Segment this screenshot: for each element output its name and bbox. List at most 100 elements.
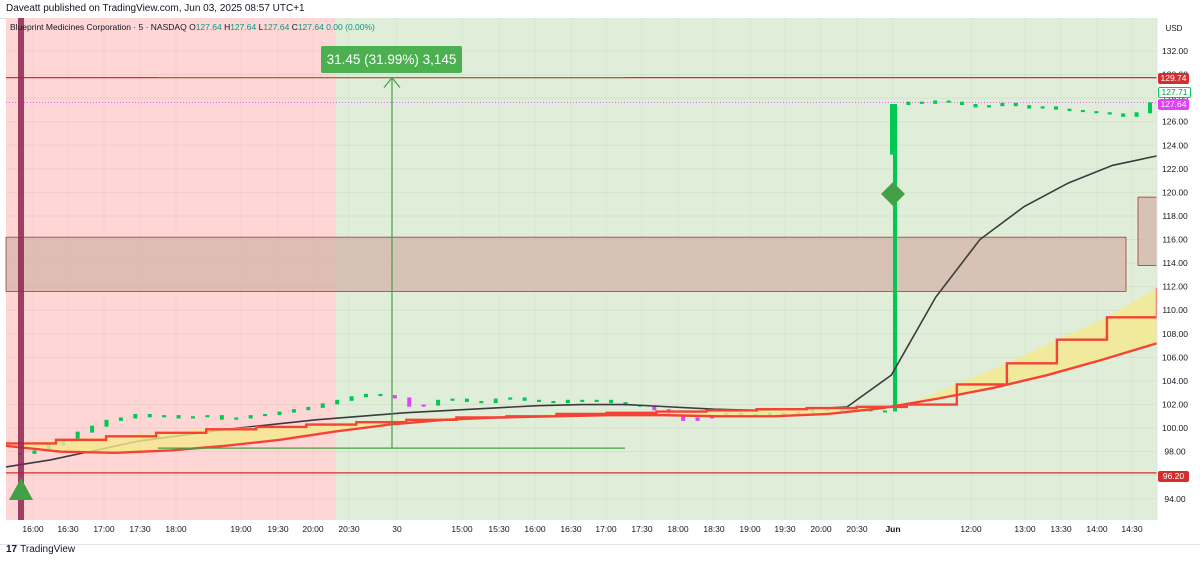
legend-high-key: H	[224, 22, 231, 32]
price-bar	[219, 415, 224, 420]
price-bar	[162, 415, 167, 418]
x-tick-label: 20:00	[302, 524, 324, 534]
price-bar	[248, 415, 253, 419]
footer-brand[interactable]: 17 TradingView	[6, 544, 75, 555]
y-tick-label: 124.00	[1162, 140, 1188, 150]
x-tick-label: 30	[392, 524, 402, 534]
y-tick-label: 98.00	[1164, 447, 1186, 457]
price-bar	[960, 101, 965, 106]
x-tick-label: 17:30	[129, 524, 151, 534]
price-bar	[919, 101, 924, 104]
y-tick-label: 104.00	[1162, 376, 1188, 386]
publisher-header: Daveatt published on TradingView.com, Ju…	[6, 3, 305, 14]
price-bar	[291, 409, 296, 413]
x-tick-label: 19:00	[230, 524, 252, 534]
x-tick-label: 18:30	[703, 524, 725, 534]
entry-signal-bar	[18, 18, 24, 520]
measure-badge[interactable]: 31.45 (31.99%) 3,145	[321, 46, 462, 73]
x-tick-label: 18:00	[165, 524, 187, 534]
price-bar	[946, 100, 951, 103]
price-bar	[191, 416, 195, 419]
footer-brand-name: TradingView	[20, 544, 76, 555]
price-bar	[1013, 102, 1018, 107]
x-tick-label: 17:00	[93, 524, 115, 534]
price-bar	[133, 413, 138, 419]
legend-high: 127.64	[230, 22, 257, 32]
price-bar	[464, 398, 469, 402]
price-bar	[695, 417, 700, 421]
price-bar	[75, 431, 80, 440]
y-tick-label: 128.00	[1162, 93, 1188, 103]
price-label-last-purple: 127.64	[1158, 99, 1189, 110]
price-bar	[1054, 106, 1059, 110]
x-tick-label: 20:30	[846, 524, 868, 534]
x-tick-label: 20:00	[810, 524, 832, 534]
price-bar	[1134, 112, 1139, 117]
y-tick-label: 112.00	[1162, 282, 1188, 292]
price-bar	[320, 403, 325, 408]
price-bar	[176, 415, 181, 419]
price-bar	[364, 393, 368, 398]
price-bar	[493, 398, 498, 404]
x-tick-label: 13:00	[1014, 524, 1036, 534]
price-bar	[349, 396, 354, 401]
price-bar	[681, 413, 686, 421]
legend-low: 127.64	[263, 22, 290, 32]
legend-change: 0.00 (0.00%)	[326, 22, 375, 32]
x-tick-label: 14:30	[1121, 524, 1143, 534]
x-tick-label: 17:30	[631, 524, 653, 534]
price-bar	[1107, 112, 1112, 115]
gap-candle	[890, 104, 895, 155]
price-label-upper: 129.74	[1158, 73, 1189, 84]
price-label-lower: 96.20	[1158, 471, 1189, 482]
x-tick-label: 12:00	[960, 524, 982, 534]
price-bar	[986, 105, 991, 108]
y-tick-label: 114.00	[1162, 258, 1188, 268]
x-tick-label: 19:00	[739, 524, 761, 534]
price-bar	[933, 100, 938, 104]
resistance-zone	[5, 236, 1127, 292]
price-bar	[436, 399, 441, 406]
side-zone	[1137, 196, 1158, 266]
x-tick-label: Jun	[885, 524, 900, 534]
x-tick-label: 16:30	[57, 524, 79, 534]
tradingview-logo-icon: 17	[6, 544, 18, 555]
price-bar	[893, 104, 897, 412]
price-bar	[335, 399, 340, 405]
price-bar	[594, 399, 599, 402]
buy-triangle-icon	[9, 478, 33, 500]
price-bar	[306, 406, 311, 411]
x-tick-label: 19:30	[774, 524, 796, 534]
upper-band-line	[6, 287, 1159, 445]
measure-arrow-icon	[383, 76, 401, 89]
price-bar	[652, 405, 657, 411]
x-tick-label: 19:30	[267, 524, 289, 534]
price-bar	[421, 404, 426, 407]
y-tick-label: 132.00	[1162, 46, 1188, 56]
price-bar	[90, 425, 95, 433]
price-bar	[973, 104, 978, 108]
currency-label: USD	[1166, 24, 1183, 33]
price-label-last-green: 127.71	[1158, 87, 1191, 98]
legend-low-key: L	[258, 22, 264, 32]
y-tick-label: 110.00	[1162, 305, 1188, 315]
x-tick-label: 14:00	[1086, 524, 1108, 534]
x-tick-label: 17:00	[595, 524, 617, 534]
price-bar	[580, 399, 585, 402]
price-bar	[32, 450, 37, 454]
price-bar	[508, 397, 513, 400]
price-bar	[147, 413, 152, 418]
price-bar	[565, 399, 570, 404]
legend-close: 127.64	[297, 22, 324, 32]
y-tick-label: 102.00	[1162, 400, 1188, 410]
price-bar	[1121, 113, 1126, 117]
price-bar	[1040, 106, 1045, 109]
price-bar	[883, 410, 887, 413]
y-tick-label: 118.00	[1162, 211, 1188, 221]
price-bar	[1067, 108, 1072, 111]
symbol-legend: Blueprint Medicines Corporation · 5 · NA…	[10, 22, 375, 32]
x-tick-label: 13:30	[1050, 524, 1072, 534]
price-bar	[392, 395, 397, 399]
y-tick-label: 100.00	[1162, 423, 1188, 433]
